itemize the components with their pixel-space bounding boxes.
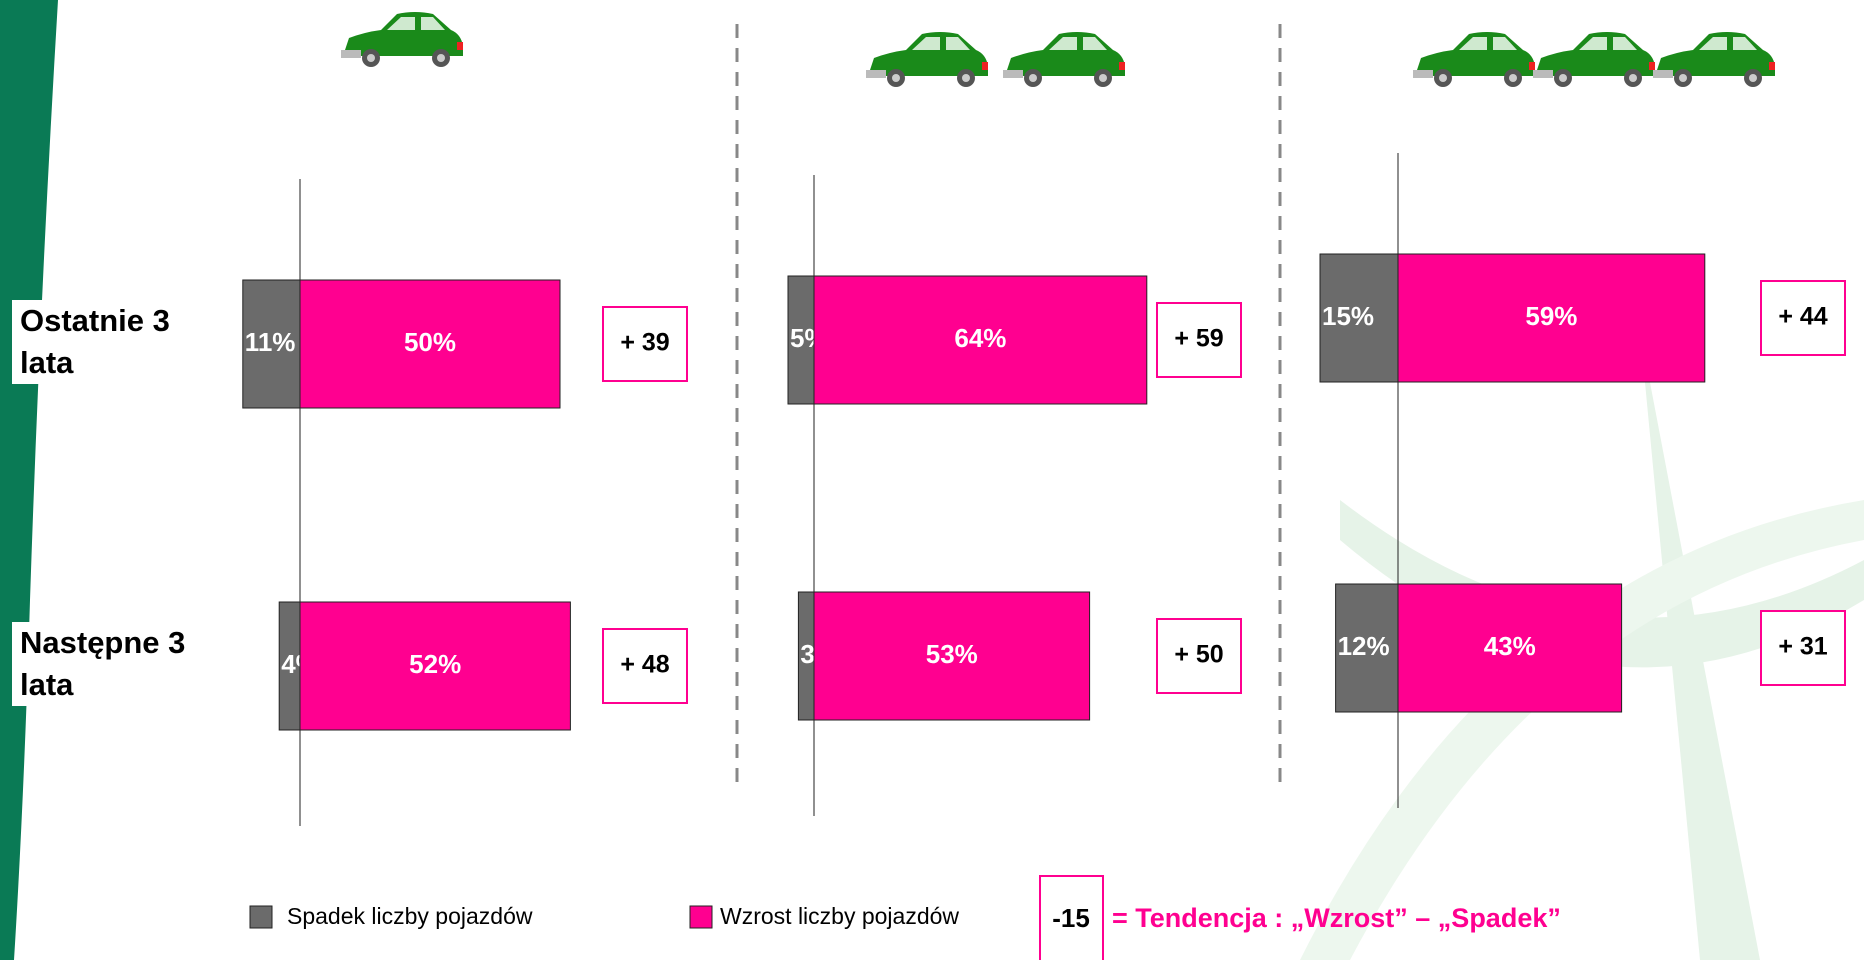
value-label: 64%: [954, 323, 1006, 353]
bar: [1397, 253, 1706, 383]
bar: [299, 601, 571, 731]
value-label: 52%: [409, 649, 461, 679]
bar: [787, 275, 815, 405]
net-box: [1760, 610, 1846, 686]
value-label: 11%: [245, 327, 296, 357]
value-label: 12%: [1338, 631, 1390, 661]
net-box: [602, 306, 688, 382]
bar: [1335, 583, 1399, 713]
row-label: Następne 3 lata: [12, 622, 230, 706]
bar: [1319, 253, 1399, 383]
net-label: + 48: [620, 651, 669, 679]
value-label: 50%: [404, 327, 456, 357]
bar: [242, 279, 301, 409]
bar: [813, 591, 1091, 721]
example-text: = Tendencja : „Wzrost” – „Spadek”: [1112, 903, 1561, 933]
legend-label: Spadek liczby pojazdów: [287, 903, 533, 929]
legend-swatch: [249, 905, 273, 929]
net-box: [602, 628, 688, 704]
row-label: Ostatnie 3 lata: [12, 300, 230, 384]
bar: [813, 275, 1148, 405]
example-value: -15: [1052, 903, 1090, 933]
value-label: 53%: [926, 639, 978, 669]
net-box: [1760, 280, 1846, 356]
car-icons: [341, 12, 1775, 87]
separators: [735, 24, 1282, 785]
example-box: [1039, 875, 1104, 960]
legend-label: Wzrost liczby pojazdów: [720, 903, 959, 929]
bar: [1397, 583, 1623, 713]
net-label: + 39: [620, 329, 669, 357]
net-label: + 44: [1778, 303, 1827, 331]
bar: [299, 279, 561, 409]
net-box: [1156, 618, 1242, 694]
value-label: 43%: [1484, 631, 1536, 661]
legend-swatch: [689, 905, 713, 929]
net-label: + 59: [1174, 325, 1223, 353]
net-label: + 50: [1174, 641, 1223, 669]
net-label: + 31: [1778, 633, 1827, 661]
legend: Spadek liczby pojazdów Wzrost liczby poj…: [249, 875, 1561, 960]
net-box: [1156, 302, 1242, 378]
value-label: 15%: [1322, 301, 1374, 331]
value-label: 59%: [1525, 301, 1577, 331]
